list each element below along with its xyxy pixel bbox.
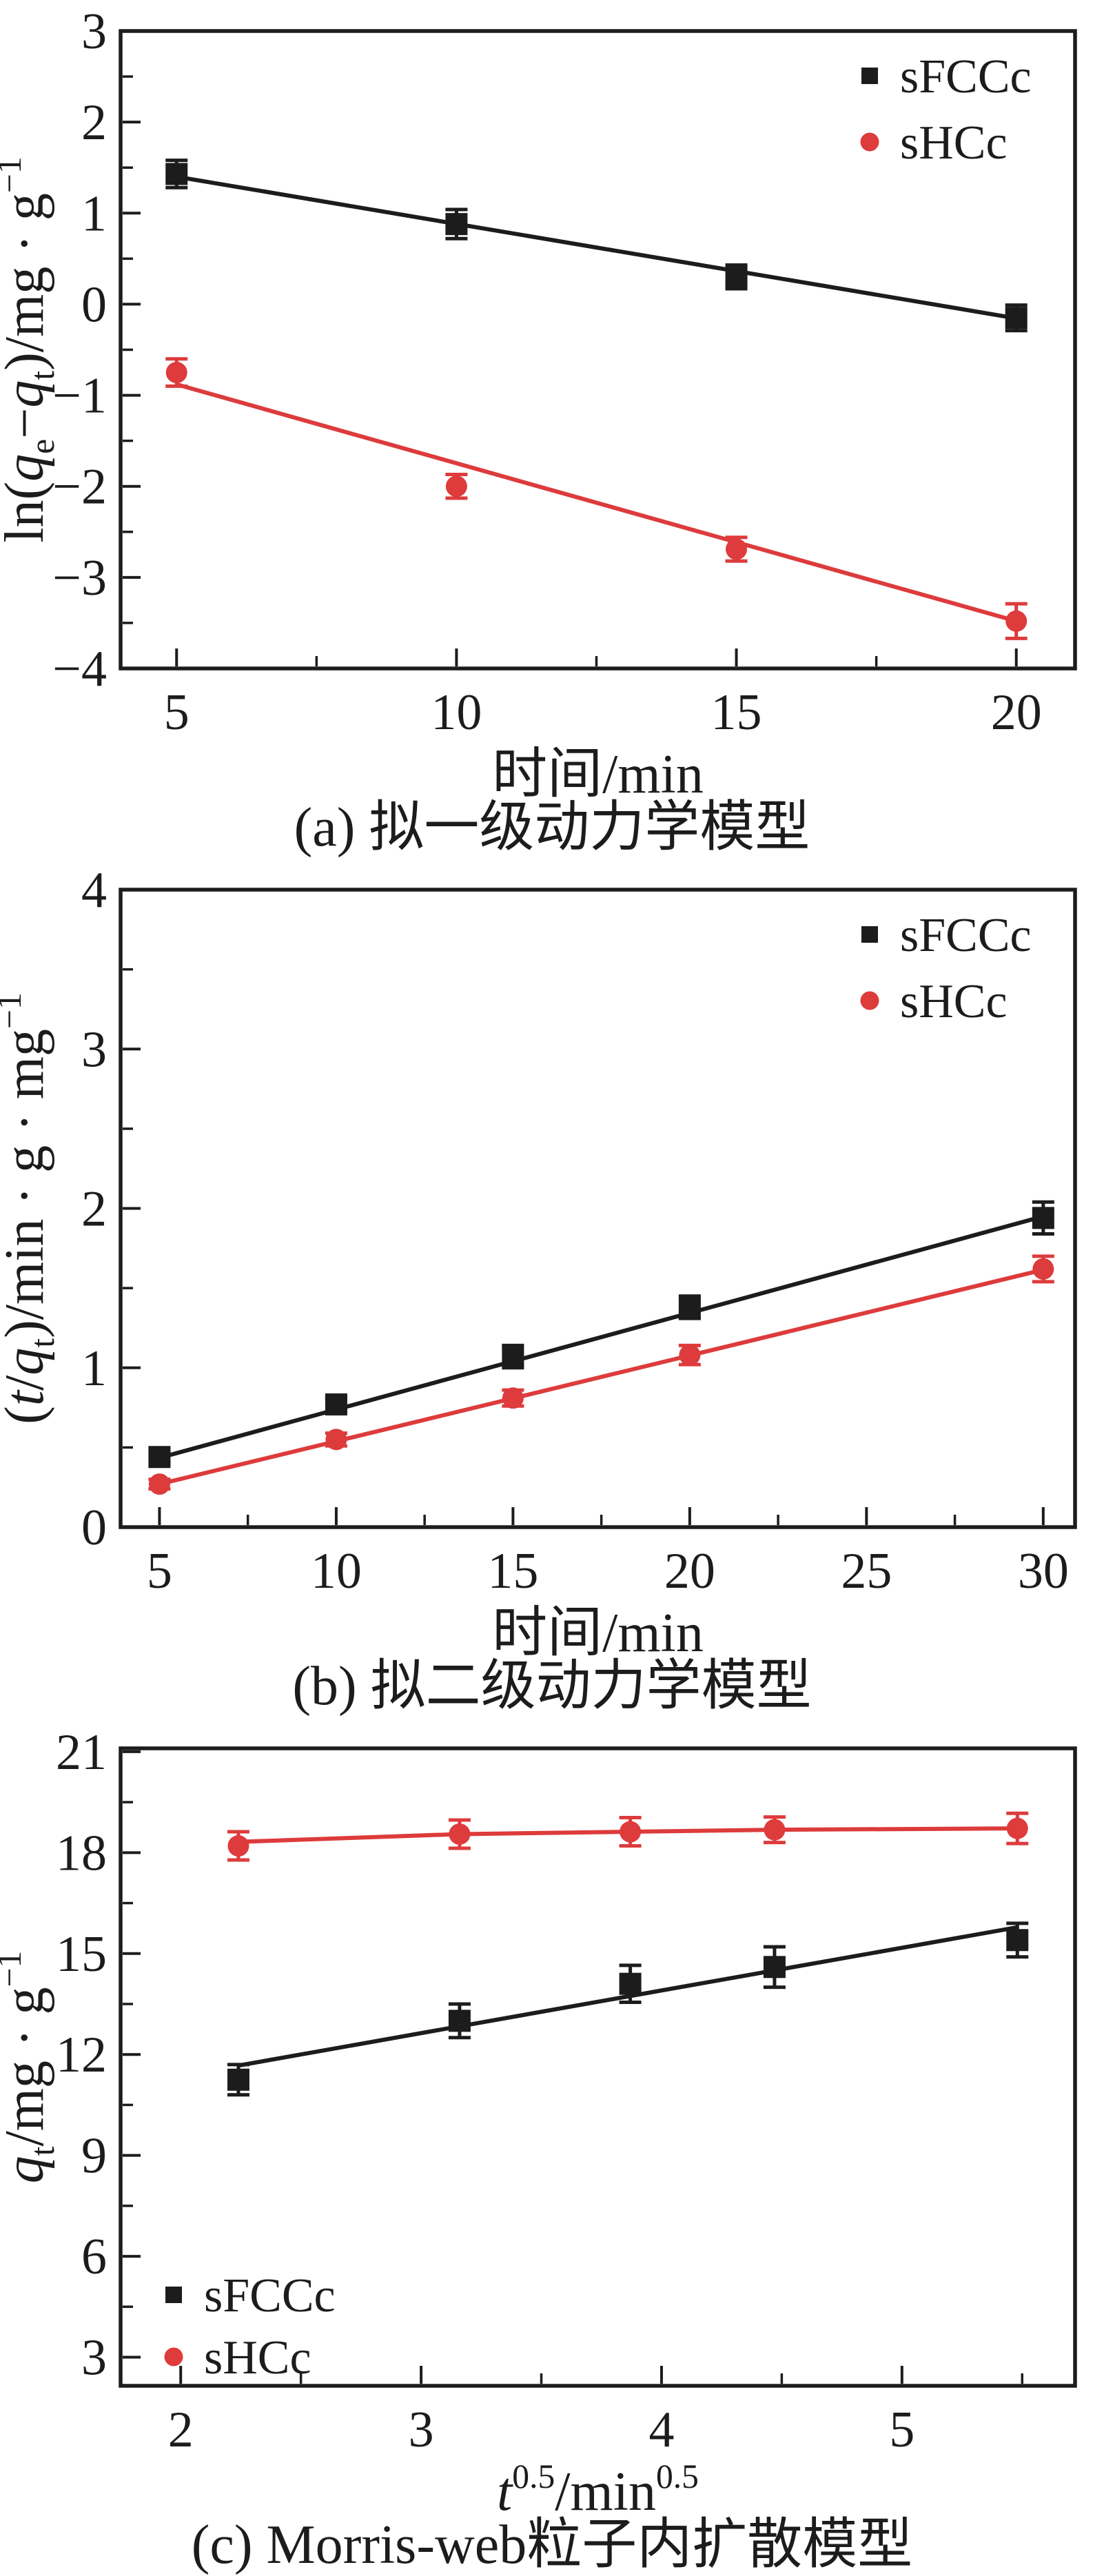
chart-c-caption: (c) Morris-web粒子内扩散模型	[191, 2515, 913, 2575]
x-axis-title: 时间/min	[492, 1603, 704, 1659]
x-axis-title: t0.5/min0.5	[497, 2457, 699, 2518]
data-point-sHCc	[1005, 610, 1028, 632]
legend-label-sFCCc: sFCCc	[900, 50, 1032, 103]
y-tick-label: 18	[56, 1825, 107, 1881]
data-point-sHCc	[1032, 1258, 1054, 1280]
data-point-sHCc	[449, 1823, 471, 1845]
fit-line-sFCCc	[176, 174, 1017, 320]
fit-line-sHCc	[159, 1267, 1044, 1486]
x-tick-label: 20	[991, 684, 1042, 741]
chart-a: 5 10 15 20 3 2 1 0 −1 −2 −3 −4 时间/min ln(qe−qt)/mg · …	[0, 0, 1104, 859]
x-tick-label: 4	[648, 2402, 674, 2458]
data-point-sFCCc	[502, 1345, 524, 1368]
chart-b-caption: (b) 拟二级动力学模型	[292, 1656, 812, 1717]
x-tick-label: 3	[409, 2402, 434, 2458]
chart-c-canvas: 2 3 4 5 21 18 15 12 9 6 3 t0.5/min0.5 qt/mg · g−1 sFC…	[0, 1724, 1077, 2518]
fit-line-sFCCc	[238, 1925, 1018, 2068]
data-point-sFCCc	[445, 213, 468, 236]
y-tick-label: −3	[52, 550, 107, 606]
data-point-sHCc	[227, 1835, 249, 1857]
y-tick-label: −1	[52, 368, 107, 425]
x-tick-label: 15	[711, 684, 762, 741]
data-point-sHCc	[1006, 1817, 1028, 1839]
y-tick-label: 2	[81, 1181, 107, 1238]
x-tick-label: 5	[147, 1543, 172, 1599]
data-point-sFCCc	[1032, 1207, 1054, 1229]
data-point-sFCCc	[325, 1393, 347, 1415]
data-point-sFCCc	[227, 2068, 249, 2091]
y-tick-label: 3	[81, 3, 107, 60]
x-tick-label: 10	[431, 684, 482, 741]
data-point-sFCCc	[165, 163, 188, 185]
legend-label-sFCCc: sFCCc	[900, 909, 1032, 962]
y-tick-label: 1	[81, 185, 107, 242]
data-point-sFCCc	[763, 1956, 786, 1979]
x-tick-label: 25	[841, 1543, 892, 1599]
data-point-sHCc	[445, 476, 467, 498]
data-point-sFCCc	[619, 1972, 642, 1995]
legend-label-sFCCc: sFCCc	[204, 2269, 336, 2322]
legend-label-sHCc: sHCc	[204, 2331, 311, 2384]
legend-marker-sFCCc	[861, 68, 878, 84]
y-tick-label: 21	[56, 1724, 107, 1781]
x-tick-label: 20	[664, 1543, 715, 1599]
x-tick-label: 5	[164, 684, 190, 741]
x-tick-label: 30	[1018, 1543, 1069, 1599]
y-tick-label: −4	[52, 641, 107, 697]
y-axis-title: (t/qt)/min · g · mg−1	[0, 992, 61, 1424]
data-point-sFCCc	[148, 1446, 171, 1469]
plot-frame	[119, 29, 1077, 671]
data-point-sFCCc	[678, 1296, 701, 1318]
legend-marker-sHCc	[860, 132, 879, 152]
data-point-sHCc	[764, 1819, 786, 1841]
data-point-sHCc	[620, 1821, 642, 1843]
x-tick-label: 10	[311, 1543, 362, 1599]
y-tick-label: 12	[56, 2027, 107, 2083]
x-tick-label: 2	[168, 2402, 194, 2458]
y-axis-title: qt/mg · g−1	[0, 1951, 61, 2184]
y-tick-label: 2	[81, 94, 107, 151]
chart-c: 2 3 4 5 21 18 15 12 9 6 3 t0.5/min0.5 qt/mg · g−1 sFC…	[0, 1717, 1104, 2576]
data-point-sFCCc	[725, 265, 748, 288]
data-point-sFCCc	[1006, 1929, 1029, 1952]
plot-frame	[119, 888, 1077, 1529]
data-point-sHCc	[502, 1387, 524, 1409]
y-tick-label: 15	[56, 1926, 107, 1983]
x-axis-title: 时间/min	[492, 744, 704, 801]
data-point-sHCc	[165, 362, 187, 384]
data-point-sHCc	[148, 1473, 170, 1495]
legend-label-sHCc: sHCc	[900, 116, 1008, 170]
y-tick-label: 6	[81, 2229, 107, 2285]
x-tick-label: 5	[889, 2402, 914, 2458]
fit-line-sFCCc	[159, 1214, 1044, 1460]
legend-marker-sFCCc	[861, 926, 878, 943]
y-tick-label: 3	[81, 2330, 107, 2386]
legend-marker-sFCCc	[165, 2287, 182, 2303]
y-tick-label: 3	[81, 1021, 107, 1078]
y-tick-label: 1	[81, 1340, 107, 1397]
y-axis-title: ln(qe−qt)/mg · g−1	[0, 156, 61, 542]
data-point-sHCc	[325, 1429, 347, 1451]
y-tick-label: 9	[81, 2128, 107, 2185]
chart-a-caption: (a) 拟一级动力学模型	[294, 797, 810, 858]
data-point-sFCCc	[448, 2010, 471, 2032]
data-point-sHCc	[679, 1344, 701, 1366]
legend-marker-sHCc	[164, 2347, 183, 2367]
plot-frame	[119, 1746, 1077, 2388]
y-tick-label: 0	[81, 1500, 107, 1556]
fit-line-sHCc	[176, 382, 1017, 624]
data-point-sHCc	[726, 538, 748, 560]
y-tick-label: 0	[81, 276, 107, 333]
chart-b: 5 10 15 20 25 30 4 3 2 1 0 时间/min (t/qt)/min · g · m…	[0, 859, 1104, 1717]
y-tick-label: −2	[52, 459, 107, 515]
y-tick-label: 4	[81, 862, 107, 919]
legend-marker-sHCc	[860, 991, 879, 1010]
legend-label-sHCc: sHCc	[900, 975, 1008, 1028]
data-point-sFCCc	[1005, 307, 1028, 329]
x-tick-label: 15	[487, 1543, 538, 1599]
